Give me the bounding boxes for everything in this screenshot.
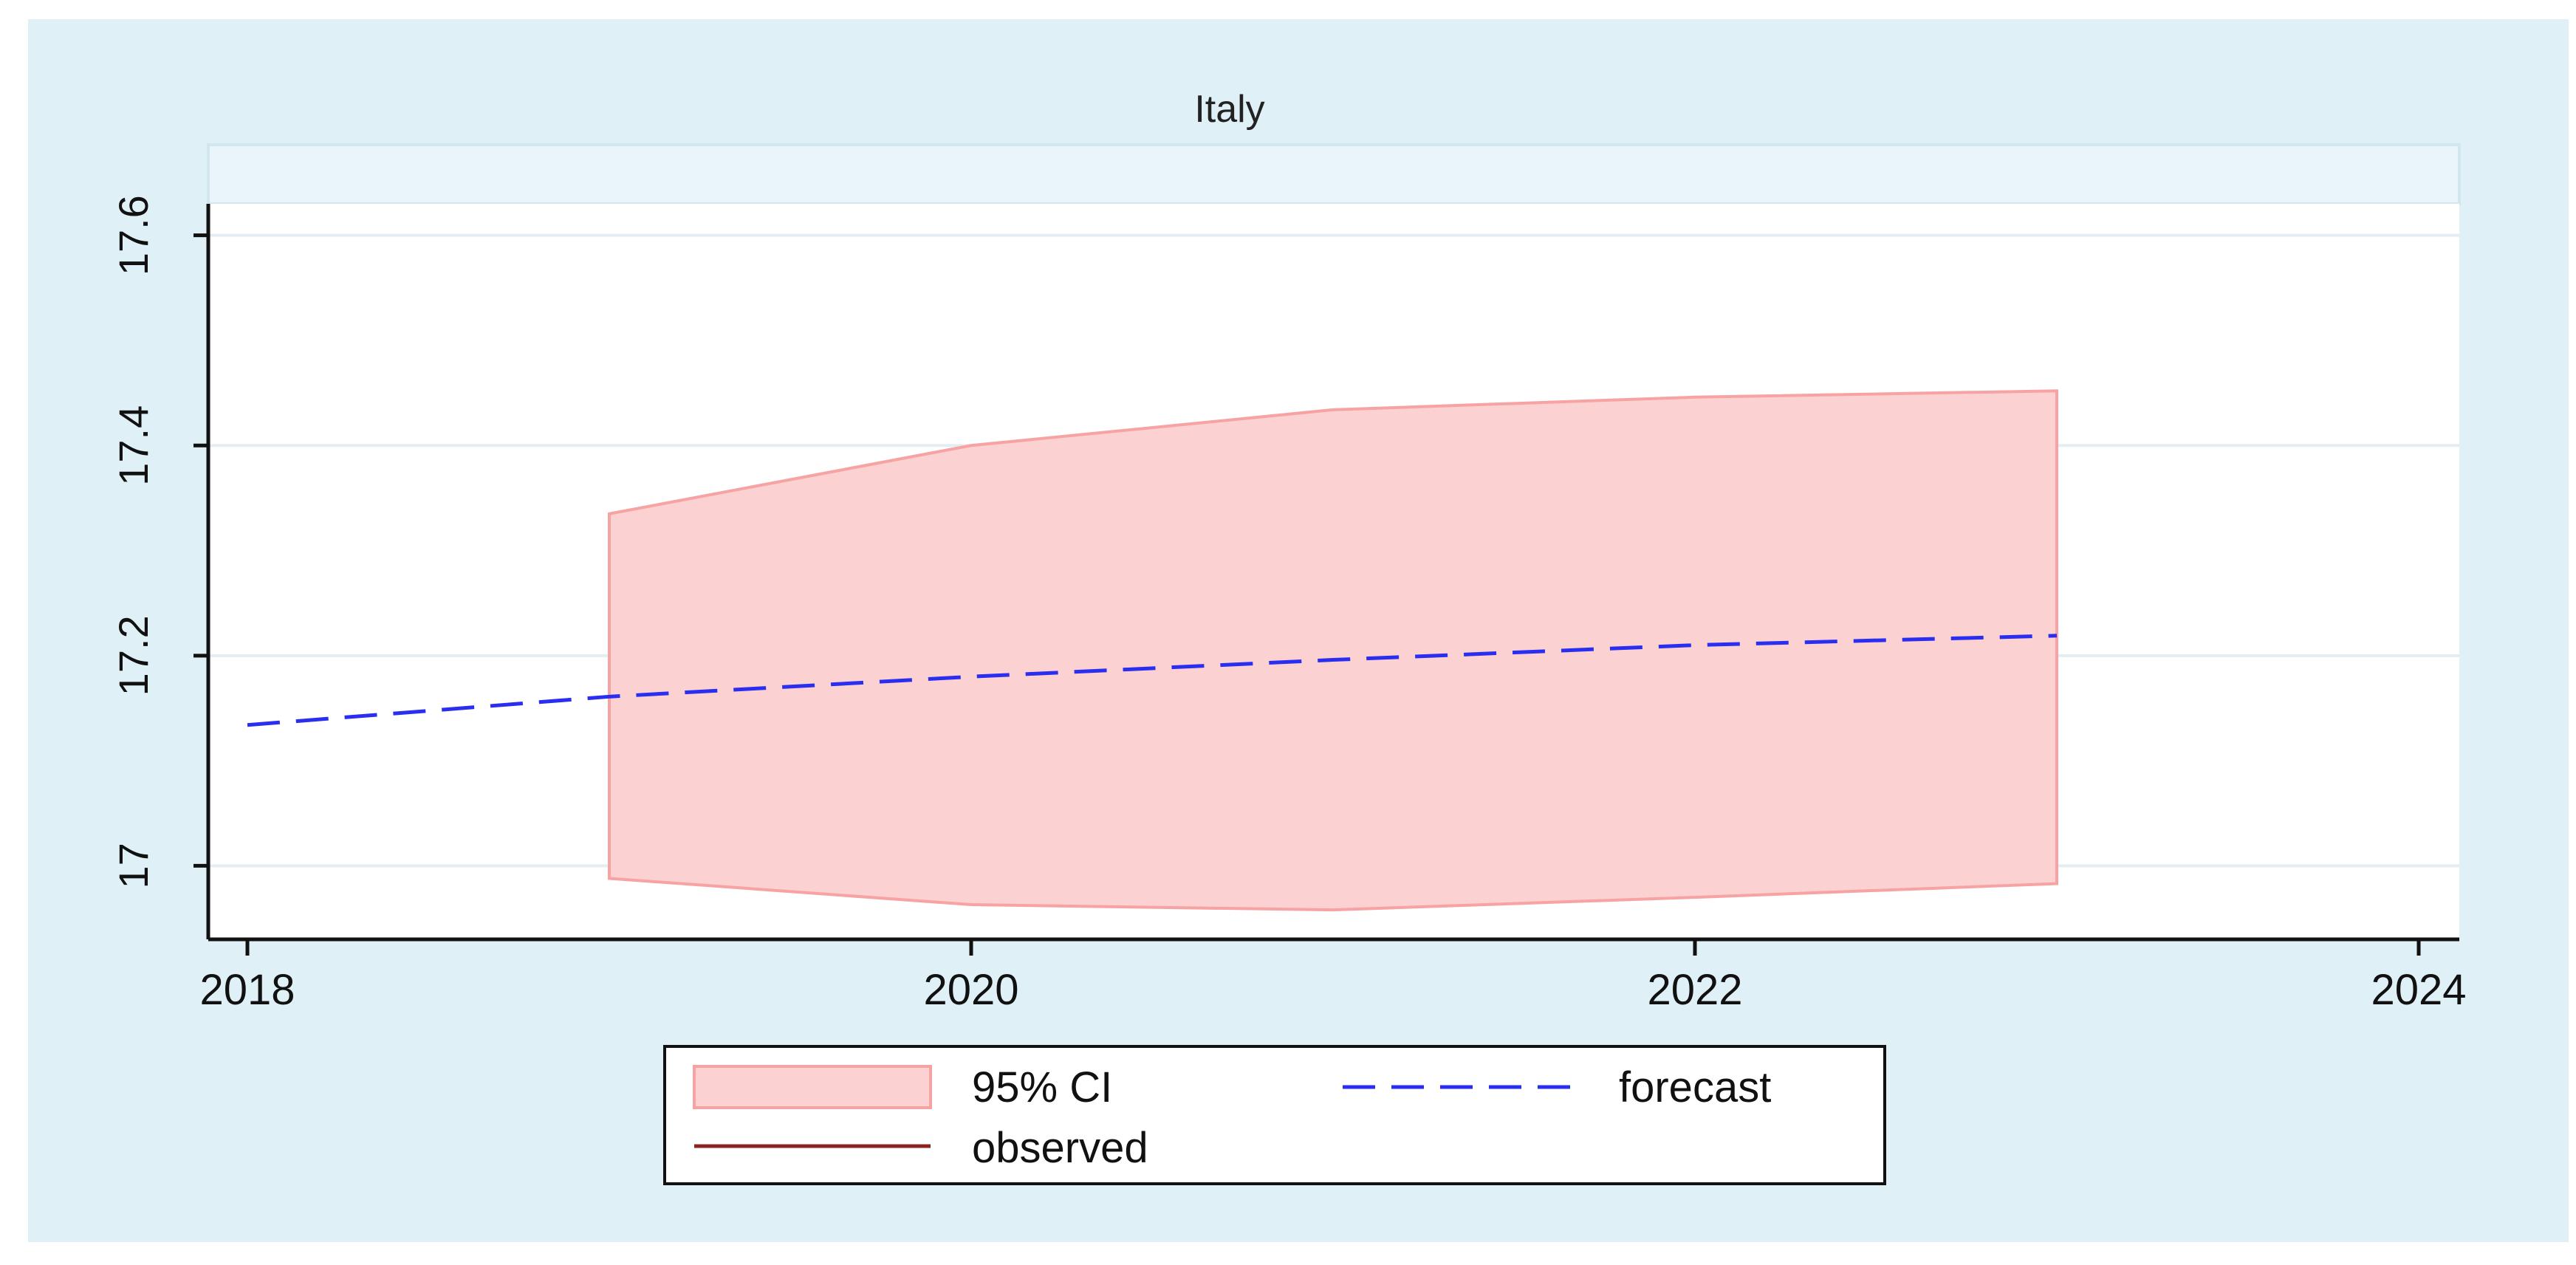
y-tick-label-1: 17.2: [110, 615, 157, 696]
y-tick-label-2: 17.4: [110, 405, 157, 486]
chart-title: Italy: [1194, 88, 1264, 131]
legend-label-forecast: forecast: [1619, 1063, 1771, 1111]
forecast-line: [247, 634, 2058, 727]
ci-band: [608, 389, 2058, 912]
legend-swatch-ci: [693, 1065, 932, 1109]
x-tick-label-2: 2022: [1647, 966, 1742, 1014]
x-tick-label-1: 2020: [923, 966, 1018, 1014]
legend-label-ci: 95% CI: [972, 1063, 1112, 1111]
y-tick-label-3: 17.6: [110, 195, 157, 275]
ci-band-layer: [608, 389, 2058, 912]
title-strip: [207, 143, 2461, 205]
axes: 17 17.2 17.4 17.6 2018 2020 2022 2024: [110, 195, 2467, 1014]
forecast-line-layer: [247, 634, 2058, 727]
x-tick-label-0: 2018: [199, 966, 295, 1014]
y-tick-label-0: 17: [110, 843, 157, 888]
x-tick-label-3: 2024: [2371, 966, 2466, 1014]
legend: 95% CI forecast observed: [663, 1045, 1886, 1185]
legend-label-observed: observed: [972, 1124, 1148, 1172]
